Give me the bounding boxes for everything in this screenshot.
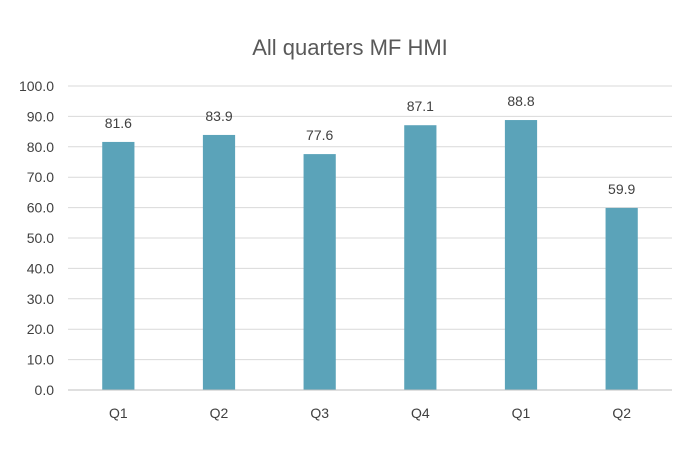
bar bbox=[504, 120, 538, 390]
x-tick-label: Q1 bbox=[109, 405, 128, 421]
y-tick-label: 40.0 bbox=[27, 260, 54, 276]
data-label: 59.9 bbox=[608, 181, 635, 197]
y-tick-label: 100.0 bbox=[19, 78, 54, 94]
x-tick-label: Q4 bbox=[411, 405, 430, 421]
y-tick-label: 50.0 bbox=[27, 230, 54, 246]
chart-title: All quarters MF HMI bbox=[252, 35, 448, 60]
data-label: 81.6 bbox=[105, 115, 132, 131]
gridlines bbox=[68, 85, 672, 361]
y-tick-label: 20.0 bbox=[27, 321, 54, 337]
x-tick-label: Q2 bbox=[612, 405, 631, 421]
y-tick-label: 80.0 bbox=[27, 139, 54, 155]
data-label: 87.1 bbox=[407, 98, 434, 114]
x-tick-label: Q1 bbox=[512, 405, 531, 421]
y-tick-label: 60.0 bbox=[27, 200, 54, 216]
bar bbox=[202, 134, 236, 390]
y-tick-label: 30.0 bbox=[27, 291, 54, 307]
y-tick-label: 10.0 bbox=[27, 352, 54, 368]
y-axis-tick-labels: 0.0 10.0 20.0 30.0 40.0 50.0 60.0 70.0 80.0 90.0 1… bbox=[19, 78, 54, 398]
bar bbox=[303, 154, 336, 390]
data-label: 88.8 bbox=[507, 93, 534, 109]
data-labels: 81.6 83.9 77.6 87.1 88.8 59.9 bbox=[105, 93, 636, 197]
data-label: 77.6 bbox=[306, 127, 333, 143]
bar bbox=[605, 207, 638, 390]
bar bbox=[102, 141, 135, 390]
y-tick-label: 70.0 bbox=[27, 169, 54, 185]
x-axis-tick-labels: Q1 Q2 Q3 Q4 Q1 Q2 bbox=[109, 405, 631, 421]
y-tick-label: 0.0 bbox=[35, 382, 55, 398]
bar bbox=[404, 125, 437, 390]
y-tick-label: 90.0 bbox=[27, 108, 54, 124]
bars bbox=[102, 120, 638, 390]
x-tick-label: Q3 bbox=[310, 405, 329, 421]
x-tick-label: Q2 bbox=[210, 405, 229, 421]
data-label: 83.9 bbox=[205, 108, 232, 124]
